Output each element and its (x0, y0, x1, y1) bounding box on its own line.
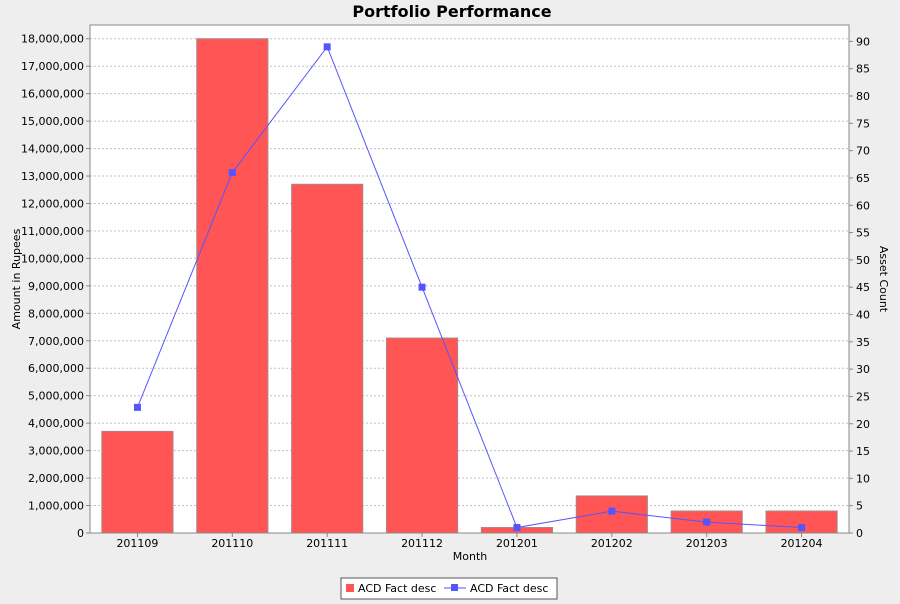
y2-tick-label: 70 (856, 145, 870, 158)
line-path (136, 45, 802, 529)
y2-tick-label: 90 (856, 35, 870, 48)
y2-tick-label: 15 (856, 445, 870, 458)
y2-tick-label: 40 (856, 309, 870, 322)
bar (291, 183, 364, 534)
y2-tick-label: 75 (856, 117, 870, 130)
y2-tick-label: 20 (856, 418, 870, 431)
y-tick-label: 17,000,000 (21, 60, 84, 73)
axes (89, 25, 850, 534)
y-axis-left-ticks: 0 1,000,000 2,000,000 3,000,000 4,000,000 5,0… (21, 33, 90, 540)
x-tick-label: 201112 (401, 537, 443, 550)
x-tick-label: 201203 (686, 537, 728, 550)
y2-tick-label: 50 (856, 254, 870, 267)
y-axis-right-ticks: 0 5 10 15 20 25 30 35 40 45 50 55 60 65 70 75 80 85 90 (849, 35, 870, 540)
y-axis-left-title: Amount in Rupees (10, 228, 23, 329)
grid-lines (90, 38, 849, 507)
y2-tick-label: 60 (856, 199, 870, 212)
y2-tick-label: 80 (856, 90, 870, 103)
legend: ACD Fact desc ACD Fact desc (340, 577, 558, 600)
y2-tick-label: 45 (856, 281, 870, 294)
y-tick-label: 14,000,000 (21, 143, 84, 156)
line-point (703, 518, 711, 526)
chart-title: Portfolio Performance (352, 2, 551, 21)
y-tick-label: 15,000,000 (21, 115, 84, 128)
legend-label-line: ACD Fact desc (470, 582, 548, 595)
y2-tick-label: 30 (856, 363, 870, 376)
y-tick-label: 3,000,000 (28, 445, 84, 458)
line-point (513, 524, 521, 532)
legend-swatch-line-marker (451, 584, 458, 591)
x-tick-label: 201111 (306, 537, 348, 550)
y-tick-label: 4,000,000 (28, 417, 84, 430)
bar-series (101, 38, 838, 534)
y2-tick-label: 25 (856, 390, 870, 403)
line-point (608, 507, 616, 515)
y-tick-label: 18,000,000 (21, 33, 84, 46)
x-tick-label: 201109 (116, 537, 158, 550)
x-axis-title: Month (453, 550, 488, 563)
y-tick-label: 7,000,000 (28, 335, 84, 348)
x-tick-label: 201110 (211, 537, 253, 550)
y2-tick-label: 65 (856, 172, 870, 185)
y-tick-label: 13,000,000 (21, 170, 84, 183)
y-tick-label: 16,000,000 (21, 88, 84, 101)
y-tick-label: 0 (77, 527, 84, 540)
line-point (228, 168, 236, 176)
y-tick-label: 9,000,000 (28, 280, 84, 293)
y-tick-label: 2,000,000 (28, 472, 84, 485)
y2-tick-label: 0 (856, 527, 863, 540)
y-axis-right-title: Asset Count (877, 246, 890, 313)
y-tick-label: 11,000,000 (21, 225, 84, 238)
bar (196, 38, 269, 534)
y-tick-label: 12,000,000 (21, 197, 84, 210)
x-axis-ticks: 201109 201110 201111 201112 201201 201202 2012… (116, 533, 823, 550)
legend-label-bar: ACD Fact desc (358, 582, 436, 595)
line-point (418, 283, 426, 291)
y-tick-label: 6,000,000 (28, 362, 84, 375)
bar (101, 430, 174, 534)
x-tick-label: 201201 (496, 537, 538, 550)
y-tick-label: 8,000,000 (28, 307, 84, 320)
y2-tick-label: 10 (856, 472, 870, 485)
y-tick-label: 10,000,000 (21, 252, 84, 265)
x-tick-label: 201202 (591, 537, 633, 550)
y-tick-label: 1,000,000 (28, 500, 84, 513)
line-point (798, 524, 806, 532)
bar (385, 337, 459, 534)
line-point (133, 403, 141, 411)
line-series (133, 43, 806, 532)
x-tick-label: 201204 (781, 537, 823, 550)
y2-tick-label: 35 (856, 336, 870, 349)
legend-swatch-bar (346, 584, 354, 592)
y2-tick-label: 85 (856, 63, 870, 76)
y2-tick-label: 5 (856, 500, 863, 513)
y2-tick-label: 55 (856, 227, 870, 240)
line-point (323, 43, 331, 51)
y-tick-label: 5,000,000 (28, 390, 84, 403)
